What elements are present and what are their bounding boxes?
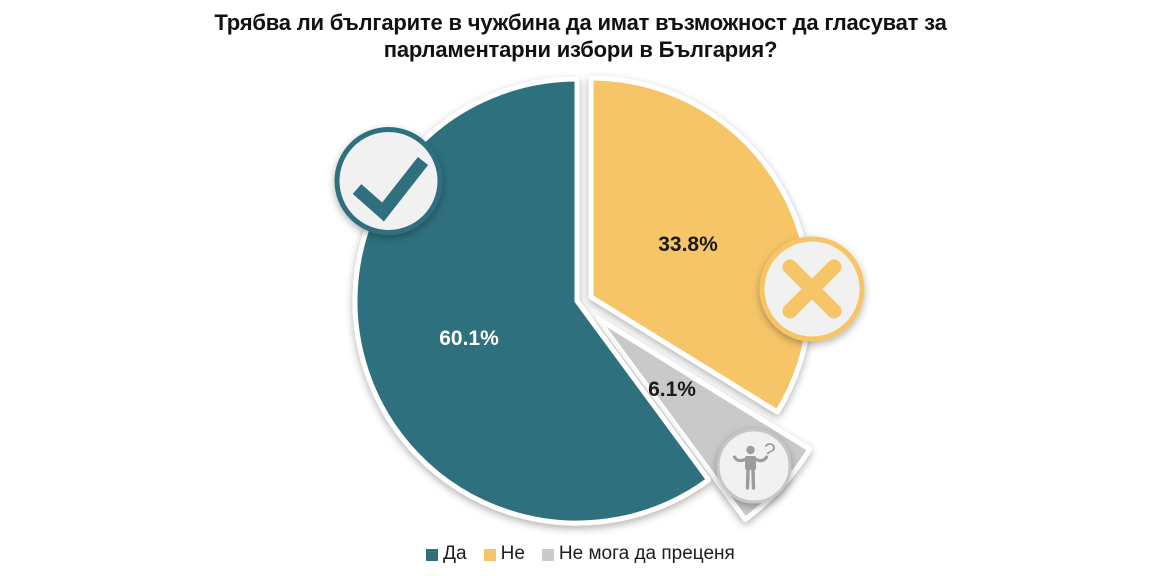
- legend-label: Да: [443, 543, 467, 564]
- legend-label: Не мога да преценя: [558, 543, 735, 564]
- question-mark-glyph: ?: [760, 437, 778, 464]
- legend-item-3: Не мога да преценя: [541, 543, 735, 565]
- check-icon: [334, 127, 443, 235]
- chart-title-line-2: парламентарни избори в България?: [383, 37, 778, 62]
- legend: Да Не Не мога да преценя: [0, 543, 1161, 565]
- pie-slice-label-2: 33.8%: [658, 233, 718, 256]
- chart-title: Трябва ли българите в чужбина да имат въ…: [0, 9, 1161, 63]
- chart-title-line-1: Трябва ли българите в чужбина да имат въ…: [214, 10, 947, 35]
- legend-item-2: Не: [483, 543, 525, 565]
- pie-slice-2: [588, 75, 813, 415]
- legend-label: Не: [500, 543, 525, 564]
- cross-icon: [759, 236, 865, 342]
- question-person-icon: ?: [716, 428, 792, 504]
- legend-marker: [426, 549, 439, 561]
- pie-slice-label-3: 6.1%: [648, 378, 696, 401]
- pie-slice-label-1: 60.1%: [439, 327, 499, 350]
- legend-marker: [541, 549, 554, 561]
- pie-slice-1: [352, 76, 712, 526]
- legend-item-1: Да: [426, 543, 467, 565]
- legend-marker: [483, 549, 496, 561]
